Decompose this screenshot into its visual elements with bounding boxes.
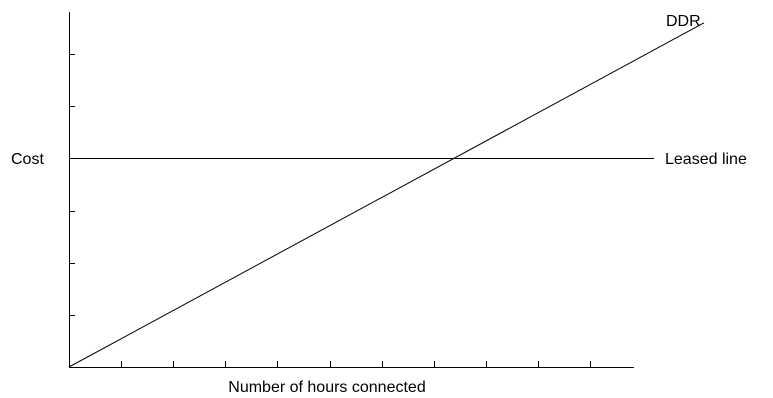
axes bbox=[69, 12, 634, 368]
series-label-ddr: DDR bbox=[666, 13, 701, 30]
axis-ticks bbox=[69, 54, 591, 367]
x-axis-label: Number of hours connected bbox=[228, 379, 425, 396]
series-lines bbox=[68, 22, 705, 368]
series-label-leased-line: Leased line bbox=[665, 151, 747, 168]
chart-labels: Cost Number of hours connected DDR Leased… bbox=[11, 13, 747, 396]
y-axis-label: Cost bbox=[11, 151, 44, 168]
series-line-ddr bbox=[68, 22, 705, 368]
